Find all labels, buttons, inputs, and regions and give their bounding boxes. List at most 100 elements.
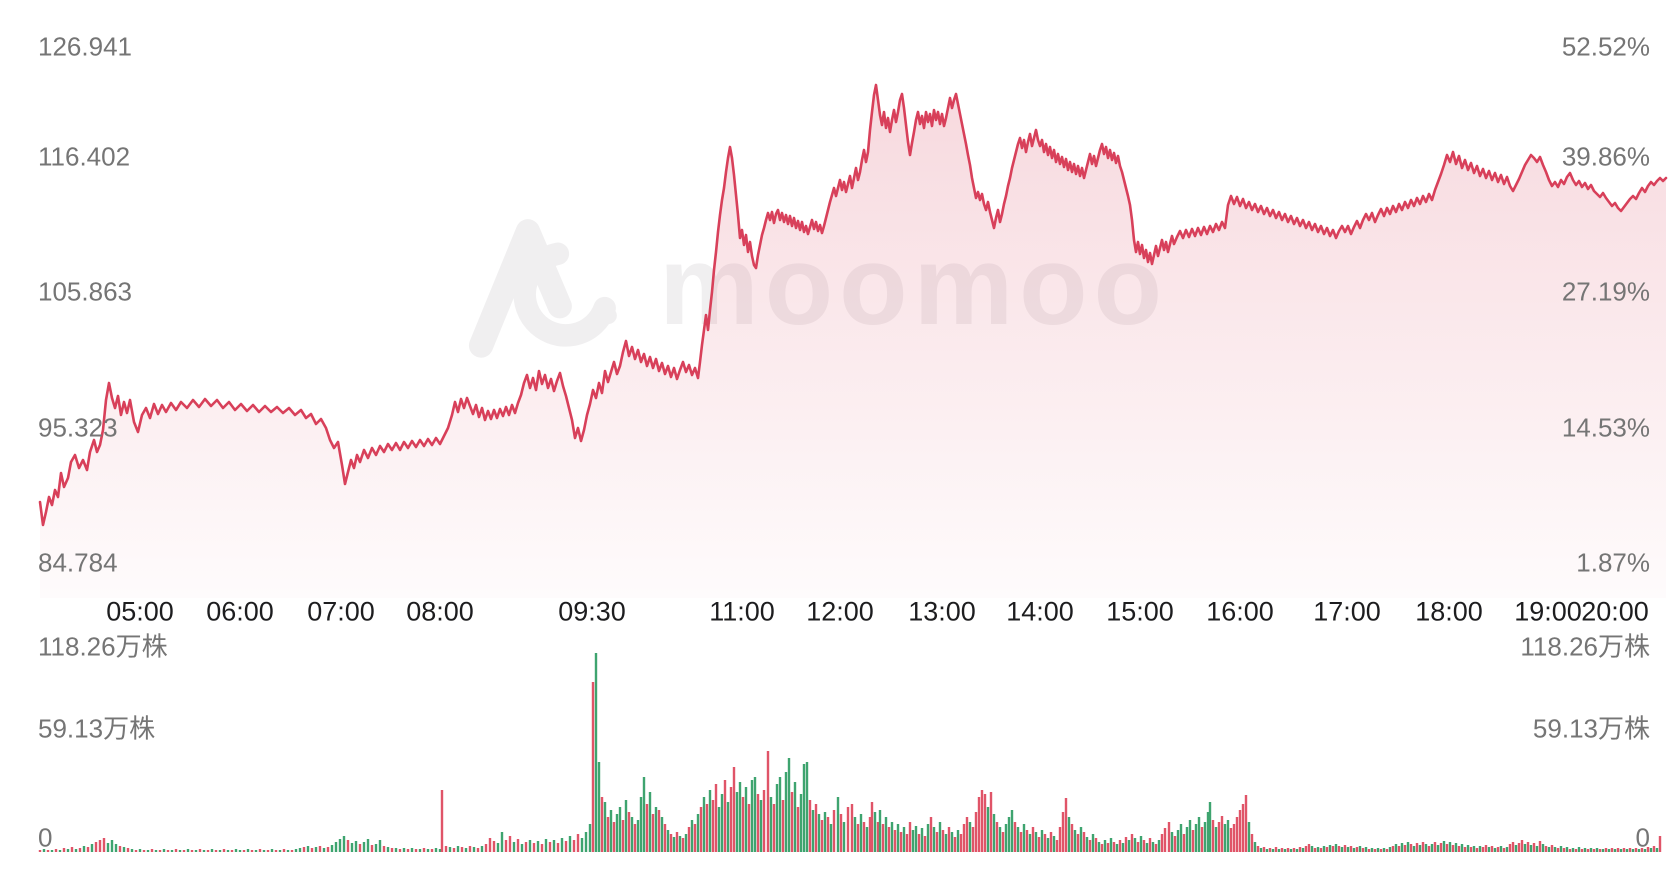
- volume-bar: [1182, 834, 1186, 852]
- volume-bar: [986, 807, 990, 852]
- volume-bar: [210, 849, 214, 852]
- volume-bar: [1286, 848, 1290, 852]
- volume-bar: [1538, 841, 1542, 852]
- volume-bar: [1016, 827, 1020, 852]
- volume-axis-label-left: 118.26万株: [38, 631, 168, 662]
- volume-bar: [1352, 848, 1356, 852]
- volume-bar: [660, 817, 664, 852]
- volume-bar: [1052, 836, 1056, 852]
- volume-bar: [378, 840, 382, 852]
- volume-bar: [1343, 845, 1347, 852]
- volume-bar: [326, 847, 330, 852]
- volume-bar: [905, 834, 909, 852]
- volume-bar: [434, 848, 438, 852]
- volume-bar: [1280, 848, 1284, 852]
- volume-bar: [920, 828, 924, 852]
- volume-bar: [310, 848, 314, 852]
- time-axis-label: 16:00: [1206, 596, 1274, 627]
- volume-bar: [720, 794, 724, 852]
- volume-bar: [1559, 846, 1563, 852]
- volume-bar: [1631, 849, 1635, 852]
- volume-bar: [1433, 842, 1437, 852]
- volume-bar: [1604, 848, 1608, 852]
- volume-bar: [741, 797, 745, 852]
- volume-bar: [1046, 838, 1050, 852]
- volume-bar: [1103, 840, 1107, 852]
- volume-bar: [1097, 842, 1101, 852]
- volume-bar: [781, 800, 785, 852]
- volume-bar: [1454, 843, 1458, 852]
- price-axis-label: 116.402: [38, 141, 131, 172]
- volume-bar: [929, 817, 933, 852]
- volume-bar: [1547, 847, 1551, 852]
- volume-bar: [130, 849, 134, 852]
- volume-bar: [846, 807, 850, 852]
- volume-bar: [464, 848, 468, 852]
- volume-bar: [496, 843, 500, 852]
- volume-bar: [1298, 847, 1302, 852]
- volume-bar: [1070, 824, 1074, 852]
- volume-bar: [651, 814, 655, 852]
- volume-bar: [1520, 840, 1524, 852]
- volume-bar: [162, 849, 166, 852]
- volume-bar: [808, 800, 812, 852]
- volume-bar: [1055, 840, 1059, 852]
- volume-bar: [1010, 810, 1014, 852]
- volume-bar: [820, 820, 824, 852]
- volume-bar: [218, 850, 222, 852]
- volume-bar: [836, 797, 840, 852]
- volume-bar: [893, 830, 897, 852]
- volume-bar: [1100, 844, 1104, 852]
- volume-bar: [1418, 845, 1422, 852]
- percent-axis-label: 27.19%: [1561, 276, 1650, 307]
- time-axis-label: 13:00: [908, 596, 976, 627]
- volume-bar: [202, 850, 206, 852]
- volume-bar: [278, 850, 282, 852]
- volume-bar: [1022, 824, 1026, 852]
- volume-bar: [342, 836, 346, 852]
- percent-axis-label: 39.86%: [1561, 141, 1650, 172]
- volume-bar: [338, 839, 342, 852]
- volume-bar: [726, 802, 730, 852]
- volume-bar: [1589, 848, 1593, 852]
- volume-bar: [1643, 849, 1647, 852]
- volume-bar: [799, 794, 803, 852]
- volume-bar: [386, 847, 390, 852]
- volume-bar: [374, 844, 378, 852]
- time-axis-label: 14:00: [1006, 596, 1074, 627]
- time-axis-label: 07:00: [307, 596, 375, 627]
- volume-bar: [1262, 847, 1266, 852]
- volume-bar: [206, 850, 210, 852]
- volume-bar: [1496, 847, 1500, 852]
- volume-bar: [1367, 849, 1371, 852]
- volume-bar: [262, 850, 266, 852]
- volume-bar: [302, 847, 306, 852]
- volume-bar: [1355, 847, 1359, 852]
- volume-bar: [1139, 836, 1143, 852]
- volume-bar: [1325, 847, 1329, 852]
- volume-bar: [234, 849, 238, 852]
- volume-bar: [110, 840, 114, 852]
- volume-bar: [878, 810, 882, 852]
- volume-bar: [476, 848, 480, 852]
- volume-bar: [938, 822, 942, 852]
- volume-bar: [576, 834, 580, 852]
- volume-bar: [669, 834, 673, 852]
- volume-bar: [1235, 817, 1239, 852]
- volume-bar: [1592, 849, 1596, 852]
- volume-bar: [1115, 844, 1119, 852]
- volume-bar: [1223, 824, 1227, 852]
- volume-bar: [881, 824, 885, 852]
- volume-bar: [1173, 836, 1177, 852]
- volume-bar: [1133, 838, 1137, 852]
- volume-bar: [787, 758, 791, 852]
- volume-bar: [766, 751, 770, 852]
- volume-bar: [633, 824, 637, 852]
- volume-bar: [1244, 795, 1248, 852]
- volume-bar: [1649, 848, 1653, 852]
- volume-bar: [953, 837, 957, 852]
- volume-bar: [170, 850, 174, 852]
- volume-bar: [1160, 834, 1164, 852]
- percent-axis-label: 52.52%: [1561, 31, 1650, 62]
